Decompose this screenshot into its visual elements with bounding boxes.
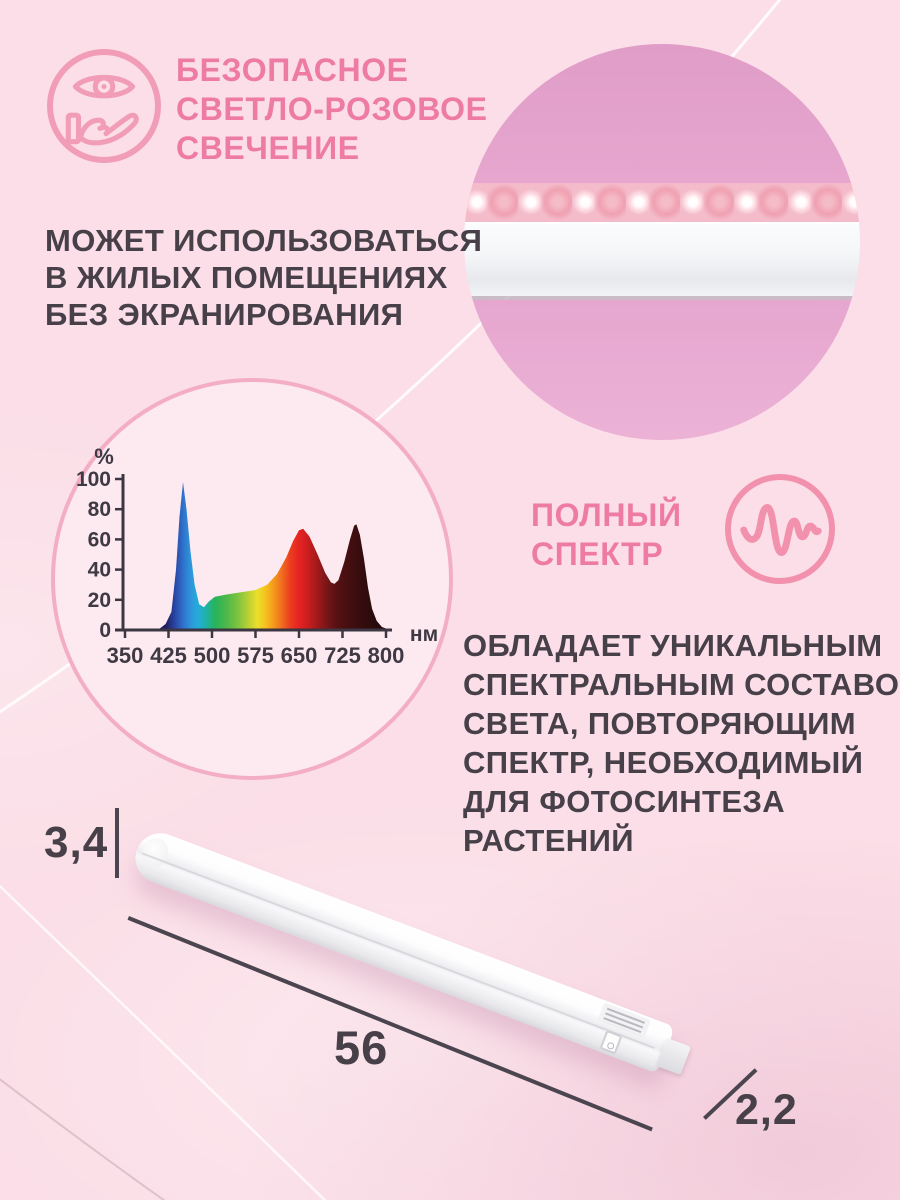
full-spectrum-title: ПОЛНЫЙ СПЕКТР: [531, 496, 682, 574]
svg-text:100: 100: [76, 468, 111, 491]
full-spectrum-title-line: ПОЛНЫЙ: [531, 497, 682, 533]
height-dimension-label: 3,4: [44, 818, 109, 867]
eye-hand-icon: [47, 49, 161, 163]
led-strip: [464, 183, 860, 222]
safety-description: МОЖЕТ ИСПОЛЬЗОВАТЬСЯ В ЖИЛЫХ ПОМЕЩЕНИЯХ …: [45, 222, 482, 333]
full-spectrum-description-line: СВЕТА, ПОВТОРЯЮЩИМ: [463, 706, 856, 741]
lamp-diffuser: [464, 222, 860, 296]
svg-text:500: 500: [194, 643, 231, 668]
full-spectrum-description-line: ДЛЯ ФОТОСИНТЕЗА: [463, 784, 786, 819]
safety-description-line: БЕЗ ЭКРАНИРОВАНИЯ: [45, 297, 404, 332]
safety-description-line: МОЖЕТ ИСПОЛЬЗОВАТЬСЯ: [45, 223, 483, 258]
svg-text:%: %: [94, 444, 114, 469]
lamp-seam-line: [141, 852, 655, 1049]
safety-title-line: СВЕЧЕНИЕ: [176, 130, 360, 166]
svg-text:575: 575: [237, 643, 274, 668]
safety-title: БЕЗОПАСНОЕ СВЕТЛО-РОЗОВОЕ СВЕЧЕНИЕ: [176, 51, 488, 168]
full-spectrum-description-line: ОБЛАДАЕТ УНИКАЛЬНЫМ: [463, 628, 883, 663]
photo-background-top: [464, 44, 860, 183]
full-spectrum-description-line: СПЕКТРАЛЬНЫМ СОСТАВОМ: [463, 667, 900, 702]
svg-text:80: 80: [88, 498, 111, 521]
svg-text:40: 40: [88, 559, 111, 582]
svg-text:20: 20: [88, 589, 111, 612]
safety-title-line: БЕЗОПАСНОЕ: [176, 52, 409, 88]
spectrum-chart-svg: 0 20 40 60 80 100 350 425 500 575 650 725 800% нм: [76, 444, 438, 668]
svg-text:800: 800: [368, 643, 405, 668]
safety-description-line: В ЖИЛЫХ ПОМЕЩЕНИЯХ: [45, 260, 448, 295]
led-closeup-photo: [464, 44, 860, 440]
full-spectrum-title-line: СПЕКТР: [531, 536, 664, 572]
height-dimension-line: [115, 808, 119, 878]
svg-text:60: 60: [88, 528, 111, 551]
photo-background-bottom: [464, 300, 860, 440]
full-spectrum-description-line: СПЕКТР, НЕОБХОДИМЫЙ: [463, 745, 864, 780]
svg-text:725: 725: [324, 643, 361, 668]
length-dimension-label: 56: [334, 1021, 389, 1074]
full-spectrum-description: ОБЛАДАЕТ УНИКАЛЬНЫМ СПЕКТРАЛЬНЫМ СОСТАВО…: [463, 626, 900, 860]
svg-text:0: 0: [99, 619, 111, 642]
svg-text:425: 425: [150, 643, 187, 668]
depth-dimension-label: 2,2: [735, 1086, 798, 1134]
svg-text:650: 650: [281, 643, 318, 668]
svg-text:нм: нм: [410, 623, 438, 646]
lamp-connector: [656, 1037, 692, 1076]
safety-title-line: СВЕТЛО-РОЗОВОЕ: [176, 91, 488, 127]
full-spectrum-description-line: РАСТЕНИЙ: [463, 823, 634, 858]
svg-text:350: 350: [107, 643, 144, 668]
spectrum-chart: 0 20 40 60 80 100 350 425 500 575 650 725 800% нм: [51, 378, 453, 780]
waveform-icon: [725, 474, 835, 584]
